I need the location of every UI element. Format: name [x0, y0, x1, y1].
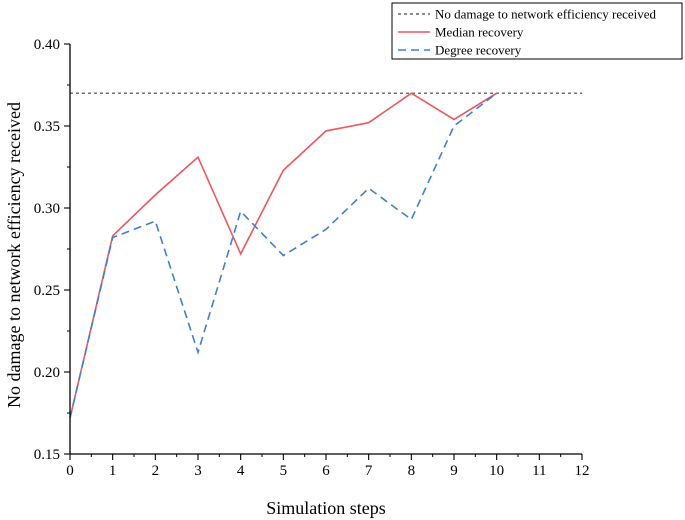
y-axis-title: No damage to network efficiency received: [4, 102, 24, 408]
legend: No damage to network efficiency received…: [391, 2, 683, 60]
series-line-3: [69, 92, 498, 419]
y-tick-label: 0.20: [34, 365, 60, 381]
x-tick-label: 4: [237, 463, 245, 479]
legend-box: [391, 2, 683, 60]
axes: [64, 43, 583, 460]
x-tick-label: 12: [575, 463, 590, 479]
legend-label-2: Median recovery: [435, 25, 524, 40]
legend-label-1: No damage to network efficiency received: [435, 7, 657, 22]
x-tick-label: 11: [532, 463, 546, 479]
y-tick-label: 0.30: [34, 201, 60, 217]
tick-labels: 0 1 2 3 4 5 6 7 8 9 10 11 120.150.200.250.300.350.40: [34, 37, 590, 479]
y-tick-label: 0.15: [34, 447, 60, 463]
x-tick-label: 7: [365, 463, 373, 479]
legend-label-3: Degree recovery: [435, 43, 522, 58]
x-tick-label: 1: [109, 463, 117, 479]
x-tick-label: 8: [408, 463, 416, 479]
x-tick-label: 9: [450, 463, 458, 479]
y-tick-label: 0.25: [34, 283, 60, 299]
x-tick-label: 10: [489, 463, 504, 479]
x-axis-title: Simulation steps: [266, 498, 386, 518]
x-tick-label: 0: [66, 463, 74, 479]
x-tick-label: 3: [194, 463, 202, 479]
y-tick-label: 0.40: [34, 37, 60, 53]
x-tick-label: 6: [322, 463, 330, 479]
y-tick-label: 0.35: [34, 119, 60, 135]
series-line-2: [69, 92, 498, 419]
x-tick-label: 5: [280, 463, 288, 479]
x-tick-label: 2: [152, 463, 160, 479]
series-layer: [69, 92, 582, 419]
